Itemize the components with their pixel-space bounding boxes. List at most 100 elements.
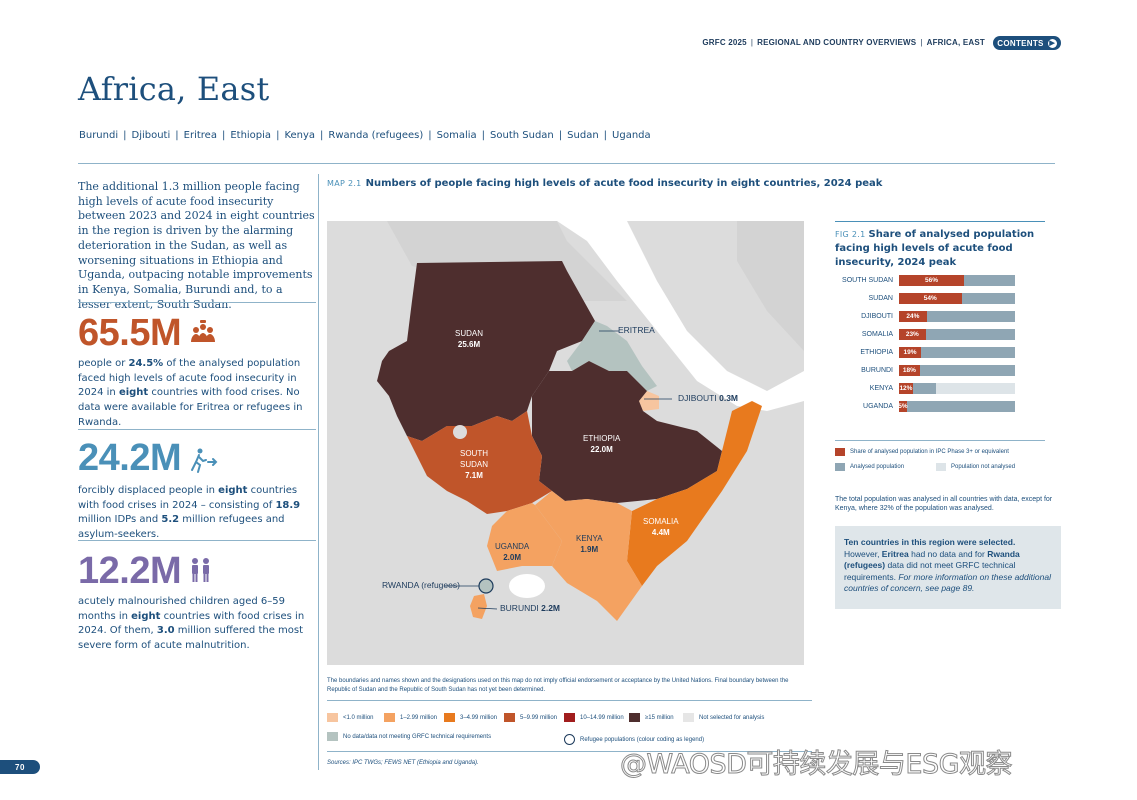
legend-item: No data/data not meeting GRFC technical … bbox=[327, 732, 491, 741]
bar-value: 12% bbox=[899, 383, 913, 394]
map-label-kenya: KENYA 1.9M bbox=[576, 534, 603, 554]
fig-legend-item: Analysed population bbox=[835, 463, 904, 471]
children-icon bbox=[192, 558, 209, 582]
arrow-right-icon: ▶ bbox=[1047, 38, 1057, 48]
contents-label: CONTENTS bbox=[997, 38, 1044, 48]
bar-row: BURUNDI 18% bbox=[835, 364, 1015, 377]
east-africa-map bbox=[327, 221, 804, 621]
bar-value: 5% bbox=[898, 401, 908, 412]
people-hunger-icon bbox=[191, 320, 215, 342]
callout-box: Ten countries in this region were select… bbox=[835, 526, 1061, 609]
divider bbox=[835, 440, 1045, 441]
fig-label: FIG 2.1 bbox=[835, 230, 866, 239]
bar-analysed: 12% bbox=[899, 383, 1015, 394]
neighbouring-land bbox=[737, 221, 804, 351]
leader-line bbox=[477, 607, 498, 610]
bar-category-label: KENYA bbox=[869, 385, 893, 392]
breadcrumb-item[interactable]: GRFC 2025 bbox=[702, 38, 747, 47]
map-label-somalia: SOMALIA 4.4M bbox=[643, 517, 679, 537]
legend-item: <1.0 million bbox=[327, 713, 374, 722]
watermark: @WAOSD可持续发展与ESG观察 bbox=[619, 749, 1013, 781]
bar-value-label: 12% bbox=[899, 385, 913, 392]
bar-category-label: SUDAN bbox=[868, 295, 893, 302]
map-disclaimer: The boundaries and names shown and the d… bbox=[327, 678, 789, 693]
bar-analysed: 18% bbox=[899, 365, 1015, 376]
rwanda-refugees-marker bbox=[478, 578, 494, 594]
country-link[interactable]: Djibouti bbox=[131, 130, 171, 141]
bar-analysed: 5% bbox=[898, 401, 1015, 412]
bar-value: 18% bbox=[899, 365, 920, 376]
bar-row: SUDAN 54% bbox=[835, 292, 1015, 305]
bar-value-label: 5% bbox=[898, 403, 908, 410]
divider bbox=[835, 221, 1045, 222]
country-link[interactable]: Burundi bbox=[79, 130, 119, 141]
country-link[interactable]: Sudan bbox=[567, 130, 599, 141]
breadcrumb-item[interactable]: REGIONAL AND COUNTRY OVERVIEWS bbox=[757, 38, 917, 47]
bar-value-label: 19% bbox=[903, 349, 917, 356]
map-legend: <1.0 million 1–2.99 million 3–4.99 milli… bbox=[327, 700, 812, 752]
bar-value: 23% bbox=[899, 329, 926, 340]
stat-desc-malnourished: acutely malnourished children aged 6–59 … bbox=[78, 596, 305, 652]
map-label-eritrea: ERITREA bbox=[618, 325, 655, 335]
fig-note: The total population was analysed in all… bbox=[835, 496, 1053, 512]
bar-analysed: 54% bbox=[899, 293, 1015, 304]
bar-row: DJIBOUTI 24% bbox=[835, 310, 1015, 323]
bar-category-label: DJIBOUTI bbox=[861, 313, 893, 320]
divider bbox=[78, 302, 316, 303]
page-number: 70 bbox=[0, 760, 40, 774]
stat-value-food-insecurity: 65.5M bbox=[78, 312, 182, 354]
bar-value: 56% bbox=[899, 275, 964, 286]
bar-not-analysed bbox=[936, 383, 1015, 394]
country-list: Burundi | Djibouti | Eritrea | Ethiopia | Kenya |… bbox=[79, 130, 651, 141]
region-kenya bbox=[535, 491, 642, 621]
country-link[interactable]: Rwanda (refugees) bbox=[328, 130, 424, 141]
legend-item: 10–14.99 million bbox=[564, 713, 624, 722]
page-title: Africa, East bbox=[78, 70, 270, 108]
country-link[interactable]: South Sudan bbox=[490, 130, 554, 141]
bar-value: 54% bbox=[899, 293, 962, 304]
map-label-burundi: BURUNDI 2.2M bbox=[500, 603, 561, 613]
divider bbox=[78, 540, 316, 541]
region-sudan bbox=[377, 261, 595, 441]
map-label-rwanda: RWANDA (refugees) bbox=[382, 580, 460, 590]
bar-value-label: 18% bbox=[902, 367, 916, 374]
stat-value-displaced: 24.2M bbox=[78, 437, 182, 479]
bar-analysed: 23% bbox=[899, 329, 1015, 340]
country-link[interactable]: Eritrea bbox=[183, 130, 217, 141]
country-link[interactable]: Kenya bbox=[284, 130, 316, 141]
contents-button[interactable]: CONTENTS ▶ bbox=[993, 36, 1061, 50]
country-link[interactable]: Uganda bbox=[612, 130, 651, 141]
bar-category-label: UGANDA bbox=[863, 403, 893, 410]
bar-category-label: ETHIOPIA bbox=[860, 349, 893, 356]
stat-value-malnourished: 12.2M bbox=[78, 550, 182, 592]
region-south-sudan bbox=[407, 411, 552, 514]
red-sea bbox=[557, 221, 804, 411]
region-somalia bbox=[627, 401, 762, 586]
marker bbox=[453, 425, 467, 439]
bar-category-label: SOMALIA bbox=[861, 331, 893, 338]
map-label-sudan: SUDAN 25.6M bbox=[455, 329, 484, 349]
bar-row: SOUTH SUDAN 56% bbox=[835, 274, 1015, 287]
map-panel: SUDAN 25.6M ETHIOPIA 22.0M SOUTH SUDAN 7.1M … bbox=[327, 221, 804, 665]
legend-item: ≥15 million bbox=[629, 713, 674, 722]
sources: Sources: IPC TWGs; FEWS NET (Ethiopia an… bbox=[327, 760, 479, 766]
bar-row: SOMALIA 23% bbox=[835, 328, 1015, 341]
breadcrumb: GRFC 2025 | REGIONAL AND COUNTRY OVERVIEWS… bbox=[702, 38, 985, 47]
fig-heading: FIG 2.1 Share of analysed population faci… bbox=[835, 228, 1060, 270]
lake-victoria bbox=[509, 574, 545, 598]
bar-value: 19% bbox=[899, 347, 922, 358]
map-label-uganda: UGANDA 2.0M bbox=[495, 542, 530, 562]
bar-value-label: 54% bbox=[923, 295, 937, 302]
region-burundi bbox=[470, 594, 487, 619]
map-label-ethiopia: ETHIOPIA 22.0M bbox=[583, 434, 621, 454]
map-label-south-sudan: SOUTH SUDAN 7.1M bbox=[460, 449, 489, 480]
fig-legend-item: Population not analysed bbox=[936, 463, 1015, 471]
country-link[interactable]: Somalia bbox=[436, 130, 477, 141]
region-uganda bbox=[487, 503, 562, 571]
region-djibouti bbox=[639, 391, 659, 411]
legend-item: Refugee populations (colour coding as le… bbox=[564, 734, 704, 745]
region-eritrea bbox=[567, 321, 657, 391]
bar-value-label: 24% bbox=[906, 313, 920, 320]
breadcrumb-item[interactable]: AFRICA, EAST bbox=[926, 38, 985, 47]
country-link[interactable]: Ethiopia bbox=[230, 130, 272, 141]
